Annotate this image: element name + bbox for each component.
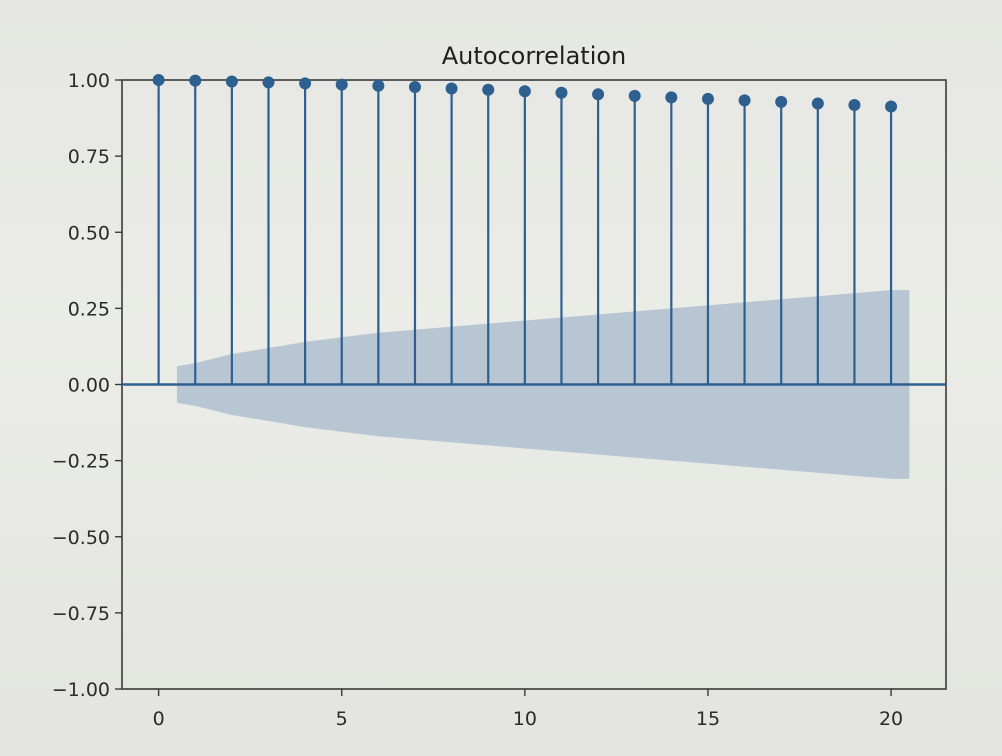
- stem-marker: [262, 76, 275, 89]
- stem-series: [152, 74, 898, 385]
- stem-marker: [482, 83, 495, 96]
- y-tick-label: 0.25: [68, 298, 110, 320]
- stem-marker: [445, 82, 458, 95]
- stem-marker: [225, 75, 238, 88]
- y-tick-label: 0.75: [68, 146, 110, 168]
- stem-marker: [628, 89, 641, 102]
- x-tick-label: 10: [513, 708, 537, 730]
- y-tick-label: −0.25: [52, 451, 110, 473]
- x-axis: 0 5 10 15 20: [153, 689, 903, 730]
- stem-marker: [592, 88, 605, 101]
- y-tick-label: 0.50: [68, 222, 110, 244]
- x-tick-label: 0: [153, 708, 165, 730]
- y-tick-label: 0.00: [68, 375, 110, 397]
- stem-marker: [701, 92, 714, 105]
- chart-title: Autocorrelation: [442, 42, 627, 70]
- y-axis: 1.00 0.75 0.50 0.25 0.00 −0.25 −0.50 −0.75 −1.00: [52, 70, 122, 701]
- stem-marker: [189, 74, 202, 87]
- stem-marker: [555, 86, 568, 99]
- y-tick-label: −0.75: [52, 603, 110, 625]
- x-tick-label: 20: [879, 708, 903, 730]
- stem-marker: [885, 100, 898, 113]
- stem-marker: [811, 97, 824, 110]
- stem-marker: [665, 91, 678, 104]
- stem-marker: [738, 94, 751, 107]
- x-tick-label: 15: [696, 708, 720, 730]
- stem-marker: [372, 79, 385, 92]
- stem-marker: [152, 74, 165, 86]
- y-tick-label: −0.50: [52, 527, 110, 549]
- stem-marker: [335, 78, 348, 91]
- stem-marker: [299, 77, 312, 90]
- y-tick-label: −1.00: [52, 679, 110, 701]
- y-tick-label: 1.00: [68, 70, 110, 92]
- stem-marker: [408, 81, 421, 94]
- x-tick-label: 5: [336, 708, 348, 730]
- stem-marker: [848, 98, 861, 111]
- stem-marker: [518, 85, 531, 98]
- stem-marker: [775, 95, 788, 108]
